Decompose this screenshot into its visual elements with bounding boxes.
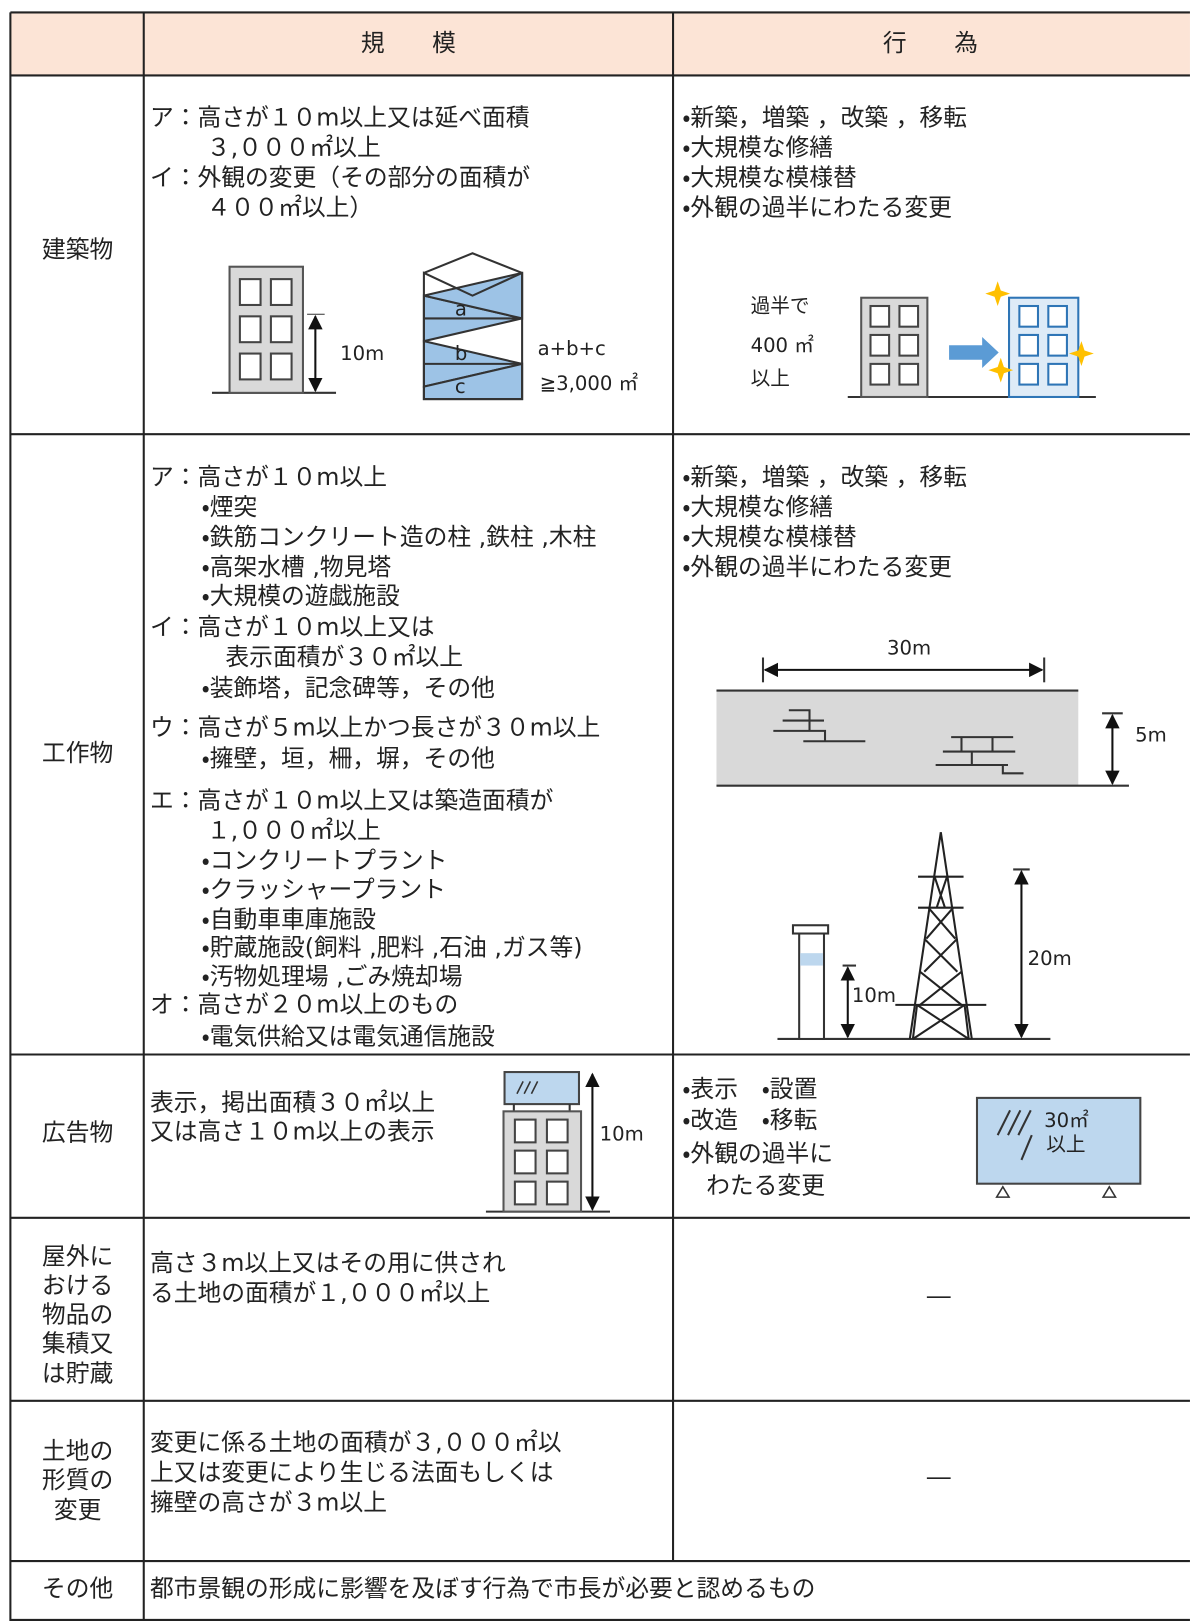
figure-label: 以上 — [751, 367, 790, 390]
row-label: 物品の — [42, 1301, 113, 1329]
building-figure — [211, 265, 337, 394]
figure-label: ≧3,000 ㎡ — [540, 372, 639, 395]
scale-text: ・鉄筋コンクリート造の柱 ,鉄柱 ,木柱 — [202, 523, 597, 551]
scale-text: 上又は変更により生じる法面もしくは — [150, 1459, 554, 1487]
row-label: 集積又 — [42, 1329, 113, 1357]
column-header: 規 模 — [361, 29, 456, 57]
floor-area-figure — [422, 252, 524, 401]
figure-label: a — [455, 298, 467, 321]
chimney-tower-figure — [777, 832, 1051, 1041]
figure-label: 10m — [340, 342, 384, 365]
figure-label: b — [455, 342, 467, 365]
row-label: 変更 — [54, 1496, 102, 1524]
scale-text: ４００㎡以上） — [207, 193, 373, 221]
scale-text: 高さ３m以上又はその用に供され — [150, 1249, 506, 1277]
figure-label: 400 ㎡ — [751, 334, 815, 357]
figure-label: 5m — [1135, 724, 1167, 747]
sign-board-figure — [975, 1096, 1142, 1198]
column-header: 行 為 — [883, 29, 978, 57]
row-label: 工作物 — [42, 739, 113, 767]
scale-text: 変更に係る土地の面積が３,０００㎡以 — [150, 1429, 562, 1457]
grid — [9, 11, 1190, 1621]
figure-label: 30m — [887, 637, 931, 660]
scale-text: イ：外観の変更（その部分の面積が — [150, 163, 530, 191]
action-text: ・外観の過半にわたる変更 — [682, 193, 952, 221]
header-bg — [10, 12, 1190, 76]
action-text: ・大規模な模様替 — [682, 163, 856, 191]
row-label: 広告物 — [42, 1119, 113, 1147]
scale-text: ・クラッシャープラント — [202, 876, 446, 904]
action-text: ・外観の過半に — [682, 1139, 833, 1167]
row-label: その他 — [42, 1574, 113, 1602]
action-text: ― — [927, 1463, 951, 1491]
row-label: 建築物 — [42, 236, 113, 264]
action-text: ・表示 ・設置 — [682, 1075, 817, 1103]
scale-text: ・貯蔵施設(飼料 ,肥料 ,石油 ,ガス等) — [202, 934, 583, 962]
action-text: ・大規模な修繕 — [682, 493, 833, 521]
scale-text: ア：高さが１０m以上又は延べ面積 — [150, 103, 530, 131]
row-label: 土地の — [42, 1437, 113, 1465]
sign-building-figure — [485, 1071, 610, 1213]
scale-text: ・大規模の遊戯施設 — [202, 582, 400, 610]
action-text: ・改造 ・移転 — [682, 1106, 817, 1134]
scale-text: ・煙突 — [202, 493, 258, 521]
scale-text: 表示面積が３０㎡以上 — [225, 643, 463, 671]
scale-text: 擁壁の高さが３m以上 — [150, 1489, 387, 1517]
scale-text: オ：高さが２０m以上のもの — [150, 990, 458, 1018]
retaining-wall-figure — [716, 657, 1129, 787]
row-label: 屋外に — [42, 1243, 113, 1271]
scale-text: イ：高さが１０m以上又は — [150, 613, 435, 641]
figure-label: c — [455, 375, 466, 398]
action-text: ・大規模な模様替 — [682, 523, 856, 551]
scale-text: ３,０００㎡以上 — [207, 133, 381, 161]
action-text: ・新築，増築 ，改築 ，移転 — [682, 463, 967, 491]
action-text: ― — [927, 1282, 951, 1310]
action-text: ・新築，増築 ，改築 ，移転 — [682, 103, 967, 131]
scale-text: ア：高さが１０m以上 — [150, 463, 387, 491]
action-text: わたる変更 — [706, 1171, 825, 1199]
figure-label: 10m — [600, 1123, 644, 1146]
scale-text: 表示，掲出面積３０㎡以上 — [150, 1089, 435, 1117]
row-label: 形質の — [42, 1466, 113, 1494]
scale-text: エ：高さが１０m以上又は築造面積が — [150, 787, 554, 815]
scale-text: 都市景観の形成に影響を及ぼす行為で市長が必要と認めるもの — [150, 1574, 815, 1602]
figure-label: 以上 — [1046, 1133, 1085, 1156]
scale-text: ・擁壁，垣，柵，塀，その他 — [202, 744, 495, 772]
scale-text: ・汚物処理場 ,ごみ焼却場 — [202, 962, 463, 990]
scale-text: ・装飾塔，記念碑等，その他 — [202, 674, 495, 702]
facade-change-figure — [847, 281, 1096, 399]
scale-text: ・電気供給又は電気通信施設 — [202, 1022, 496, 1050]
row-label: は貯蔵 — [42, 1359, 113, 1387]
figure-label: 過半で — [751, 295, 810, 318]
figure-label: 20m — [1028, 947, 1072, 970]
action-text: ・外観の過半にわたる変更 — [682, 553, 952, 581]
scale-text: ・自動車車庫施設 — [202, 906, 377, 934]
scale-text: ・高架水槽 ,物見塔 — [202, 553, 392, 581]
row-label: おける — [42, 1272, 113, 1300]
scale-text: 又は高さ１０m以上の表示 — [150, 1118, 435, 1146]
figure-label: a+b+c — [538, 337, 606, 360]
action-text: ・大規模な修繕 — [682, 133, 833, 161]
scale-text: ウ：高さが５m以上かつ長さが３０m以上 — [150, 713, 600, 741]
scale-text: ・コンクリートプラント — [202, 847, 448, 875]
scale-text: る土地の面積が１,０００㎡以上 — [150, 1279, 490, 1307]
figure-label: 10m — [852, 984, 896, 1007]
scale-text: １,０００㎡以上 — [207, 817, 381, 845]
figure-label: 30㎡ — [1044, 1109, 1089, 1132]
